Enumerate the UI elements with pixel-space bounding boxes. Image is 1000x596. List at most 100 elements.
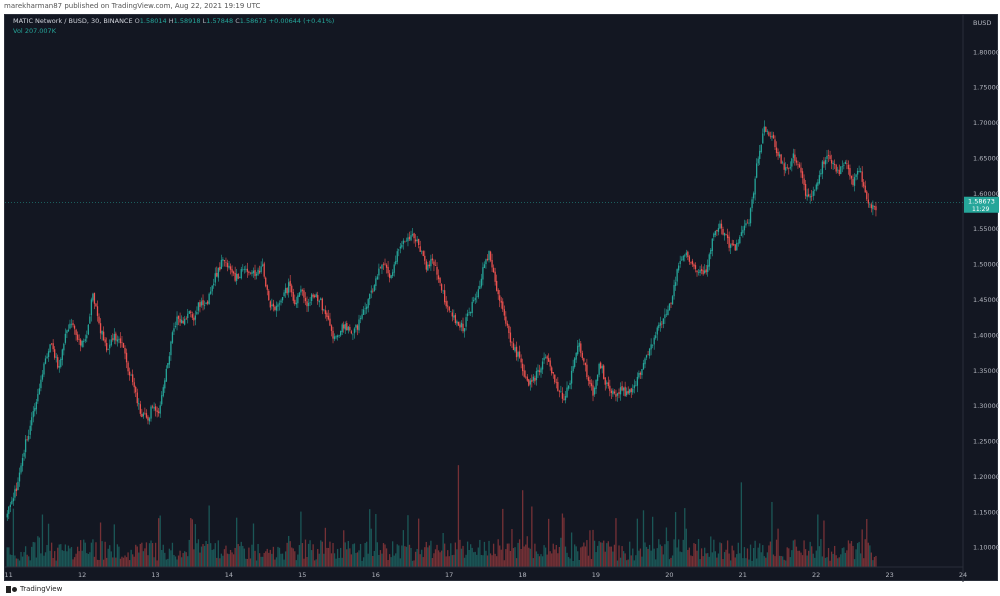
tradingview-logo[interactable]: TradingView (6, 584, 62, 594)
volume-bar (867, 542, 869, 567)
volume-bar (511, 529, 513, 567)
candle-body (769, 135, 772, 137)
candle-body (791, 158, 793, 167)
candle-body (678, 265, 680, 271)
volume-bar (177, 555, 180, 567)
volume-bar (335, 558, 337, 567)
volume-bar (448, 556, 450, 567)
volume-bar (740, 482, 743, 567)
candle-body (161, 395, 163, 405)
volume-bar (629, 541, 631, 567)
volume-bar (613, 544, 616, 567)
volume-bar (725, 549, 727, 567)
candle-body (255, 273, 258, 276)
volume-bar (73, 557, 76, 567)
candle-body (303, 290, 305, 298)
candle-body (872, 204, 874, 210)
volume-bar (41, 514, 44, 567)
volume-bar (486, 555, 489, 567)
volume-bar (808, 550, 810, 567)
candle-body (421, 250, 423, 252)
volume-bar (153, 557, 155, 567)
chart-panel[interactable]: 1.80000 1.75000 1.70000 1.65000 1.60000 1.550… (4, 14, 999, 582)
candlestick-chart[interactable]: 1.80000 1.75000 1.70000 1.65000 1.60000 1.550… (5, 15, 999, 582)
candle-body (223, 260, 226, 262)
candle-body (593, 387, 596, 395)
candle-body (778, 154, 781, 157)
candle-body (182, 320, 184, 324)
candle-body (665, 313, 668, 315)
candle-body (685, 252, 687, 256)
volume-bar (202, 544, 204, 567)
volume-bar (471, 547, 473, 567)
candle-body (301, 290, 304, 292)
volume-bar (283, 559, 285, 567)
volume-bar (596, 545, 599, 567)
candle-body (788, 167, 790, 169)
volume-bar (682, 539, 684, 567)
volume-bar (543, 545, 545, 567)
volume-bar (442, 532, 444, 567)
candle-body (154, 406, 157, 411)
volume-bar (858, 541, 860, 567)
volume-bar (736, 554, 738, 567)
candle-body (736, 242, 738, 251)
time-tick-label: 19 (592, 571, 600, 579)
candle-body (502, 301, 504, 310)
volume-bar (460, 548, 463, 567)
volume-bar (176, 559, 178, 567)
candle-body (442, 290, 444, 292)
candle-body (352, 334, 354, 336)
candle-body (624, 386, 626, 397)
candle-body (167, 363, 169, 368)
volume-bar (817, 514, 819, 567)
candle-body (323, 309, 325, 311)
volume-bar (815, 550, 817, 567)
candle-body (385, 264, 388, 268)
candle-body (257, 269, 259, 275)
candle-body (179, 318, 181, 323)
candle-body (44, 358, 47, 364)
volume-bar (92, 539, 94, 567)
volume-bar (870, 552, 873, 567)
volume-bar (60, 544, 62, 567)
volume-bar (80, 540, 82, 567)
bar-countdown: 11:29 (972, 206, 989, 213)
candle-body (806, 194, 808, 198)
volume-bar (229, 549, 232, 567)
volume-bar (106, 557, 108, 567)
volume-bar (258, 553, 261, 567)
candle-body (645, 355, 648, 358)
volume-bar (205, 540, 207, 567)
volume-bar (752, 548, 755, 567)
volume-bar (99, 522, 102, 567)
candle-body (309, 302, 311, 304)
candle-body (541, 361, 544, 370)
volume-bar (159, 515, 161, 567)
candle-body (528, 379, 530, 386)
candle-body (364, 308, 366, 309)
volume-bar (252, 523, 255, 567)
axes: 1.80000 1.75000 1.70000 1.65000 1.60000 1.550… (5, 19, 999, 579)
candle-body (560, 391, 562, 392)
price-candles (6, 120, 877, 521)
candle-body (81, 341, 83, 347)
volume-bar (667, 541, 669, 567)
candle-body (398, 249, 400, 251)
volume-bar (132, 554, 134, 567)
candle-body (598, 363, 600, 375)
candle-body (667, 309, 669, 316)
candle-body (569, 382, 571, 385)
candle-body (326, 312, 328, 318)
volume-bar (827, 548, 830, 567)
volume-bar (341, 557, 343, 567)
volume-bar (320, 540, 322, 567)
volume-bar (28, 556, 30, 567)
volume-bar (122, 557, 125, 567)
candle-body (367, 299, 369, 308)
candle-body (489, 251, 492, 261)
candle-body (621, 385, 623, 391)
candle-body (277, 304, 279, 307)
candle-body (612, 390, 614, 395)
volume-bar (427, 547, 429, 567)
